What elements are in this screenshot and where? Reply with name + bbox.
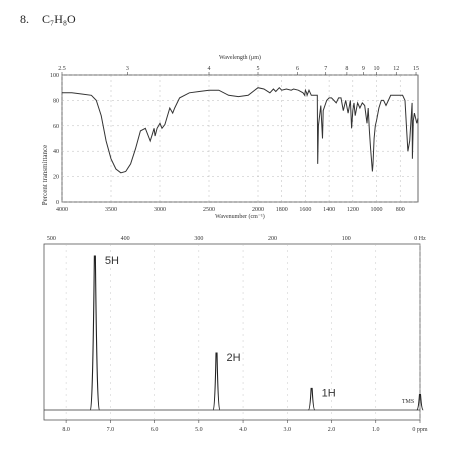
- ir-x-tick-label: 1200: [347, 207, 359, 213]
- ir-x-tick-label: 1600: [299, 207, 311, 213]
- ir-x-tick-label: 800: [396, 207, 405, 213]
- nmr-top-tick-label: 0 Hz: [414, 236, 426, 242]
- nmr-peak: [89, 255, 100, 411]
- molecular-formula: C₇H₈O: [42, 12, 76, 26]
- ir-x-tick-label: 3500: [105, 207, 117, 213]
- nmr-x-tick-label: 2.0: [328, 427, 336, 433]
- ir-transmittance-trace: [62, 86, 419, 174]
- nmr-spectrum: TMS 8.0 7.0 6.0 5.0 4.0 3.0 2.0 1.0 0 ppm 500 400 3…: [43, 236, 428, 433]
- nmr-integration-label: 5H: [105, 255, 119, 267]
- ir-top-tick-label: 5: [257, 66, 260, 72]
- ir-top-tick-label: 2.5: [58, 66, 66, 72]
- nmr-peak: [212, 352, 221, 411]
- ir-x-tick-label: 1800: [276, 207, 288, 213]
- nmr-peak: [307, 387, 316, 411]
- ir-top-tick-label: 15: [413, 66, 419, 72]
- ir-y-tick-label: 60: [53, 124, 59, 130]
- nmr-top-tick-label: 100: [342, 236, 351, 242]
- ir-plot-frame: [61, 74, 419, 203]
- ir-y-tick-label: 20: [53, 175, 59, 181]
- nmr-peak: [416, 394, 424, 411]
- nmr-top-tick-label: 300: [194, 236, 203, 242]
- ir-x-axis-label: Wavenumber (cm⁻¹): [215, 213, 265, 220]
- nmr-x-tick-label: 8.0: [62, 427, 70, 433]
- ir-x-tick-label: 3000: [154, 207, 166, 213]
- ir-x-tick-label: 1400: [323, 207, 335, 213]
- ir-x-tick-label: 1000: [371, 207, 383, 213]
- ir-top-tick-label: 4: [208, 66, 211, 72]
- ir-top-tick-label: 8: [345, 66, 348, 72]
- problem-number: 8.: [20, 12, 29, 26]
- nmr-integration-label: 2H: [227, 352, 241, 364]
- ir-top-tick-label: 7: [324, 66, 327, 72]
- nmr-x-tick-label: 0 ppm: [412, 427, 428, 433]
- ir-top-tick-label: 3: [126, 66, 129, 72]
- ir-y-tick-label: 0: [56, 200, 59, 206]
- ir-y-tick-label: 40: [53, 149, 59, 155]
- nmr-top-tick-label: 400: [121, 236, 130, 242]
- nmr-x-tick-label: 7.0: [107, 427, 115, 433]
- ir-spectrum: Wavelength (μm) Percent transmittance Wa…: [41, 54, 419, 220]
- ir-x-tick-label: 4000: [56, 207, 68, 213]
- ir-y-axis-label: Percent transmittance: [41, 145, 49, 205]
- ir-y-tick-label: 80: [53, 98, 59, 104]
- ir-x-tick-label: 2500: [203, 207, 215, 213]
- ir-x-tick-label: 2000: [252, 207, 264, 213]
- nmr-x-tick-label: 1.0: [372, 427, 380, 433]
- nmr-x-tick-label: 6.0: [151, 427, 159, 433]
- nmr-x-tick-label: 4.0: [239, 427, 247, 433]
- ir-top-axis-label: Wavelength (μm): [219, 54, 261, 61]
- ir-top-tick-label: 12: [393, 66, 399, 72]
- nmr-top-tick-label: 500: [47, 236, 56, 242]
- nmr-tms-label: TMS: [402, 399, 414, 405]
- nmr-x-tick-label: 3.0: [284, 427, 292, 433]
- nmr-top-tick-label: 200: [268, 236, 277, 242]
- ir-y-tick-label: 100: [50, 73, 59, 79]
- nmr-x-tick-label: 5.0: [195, 427, 203, 433]
- nmr-integration-label: 1H: [322, 387, 336, 399]
- ir-top-tick-label: 9: [362, 66, 365, 72]
- ir-top-tick-label: 10: [374, 66, 380, 72]
- ir-top-tick-label: 6: [296, 66, 299, 72]
- nmr-plot-frame: [43, 243, 421, 421]
